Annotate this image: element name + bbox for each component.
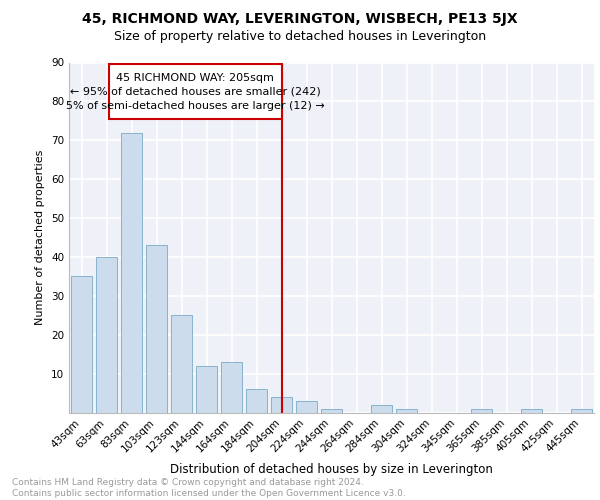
- Bar: [371, 404, 392, 412]
- Bar: [146, 246, 167, 412]
- Bar: [471, 408, 492, 412]
- Bar: [296, 401, 317, 412]
- Text: Size of property relative to detached houses in Leverington: Size of property relative to detached ho…: [114, 30, 486, 43]
- Bar: [321, 408, 342, 412]
- Bar: [571, 408, 592, 412]
- FancyBboxPatch shape: [109, 64, 281, 119]
- Bar: [246, 389, 267, 412]
- Bar: [271, 397, 292, 412]
- Y-axis label: Number of detached properties: Number of detached properties: [35, 150, 46, 325]
- X-axis label: Distribution of detached houses by size in Leverington: Distribution of detached houses by size …: [170, 462, 493, 475]
- Bar: [396, 408, 417, 412]
- Bar: [96, 257, 117, 412]
- Bar: [71, 276, 92, 412]
- Bar: [121, 132, 142, 412]
- Bar: [171, 316, 192, 412]
- Bar: [521, 408, 542, 412]
- Text: Contains HM Land Registry data © Crown copyright and database right 2024.
Contai: Contains HM Land Registry data © Crown c…: [12, 478, 406, 498]
- Text: 45, RICHMOND WAY, LEVERINGTON, WISBECH, PE13 5JX: 45, RICHMOND WAY, LEVERINGTON, WISBECH, …: [82, 12, 518, 26]
- Bar: [221, 362, 242, 412]
- Text: 45 RICHMOND WAY: 205sqm
← 95% of detached houses are smaller (242)
5% of semi-de: 45 RICHMOND WAY: 205sqm ← 95% of detache…: [66, 72, 325, 110]
- Bar: [196, 366, 217, 412]
